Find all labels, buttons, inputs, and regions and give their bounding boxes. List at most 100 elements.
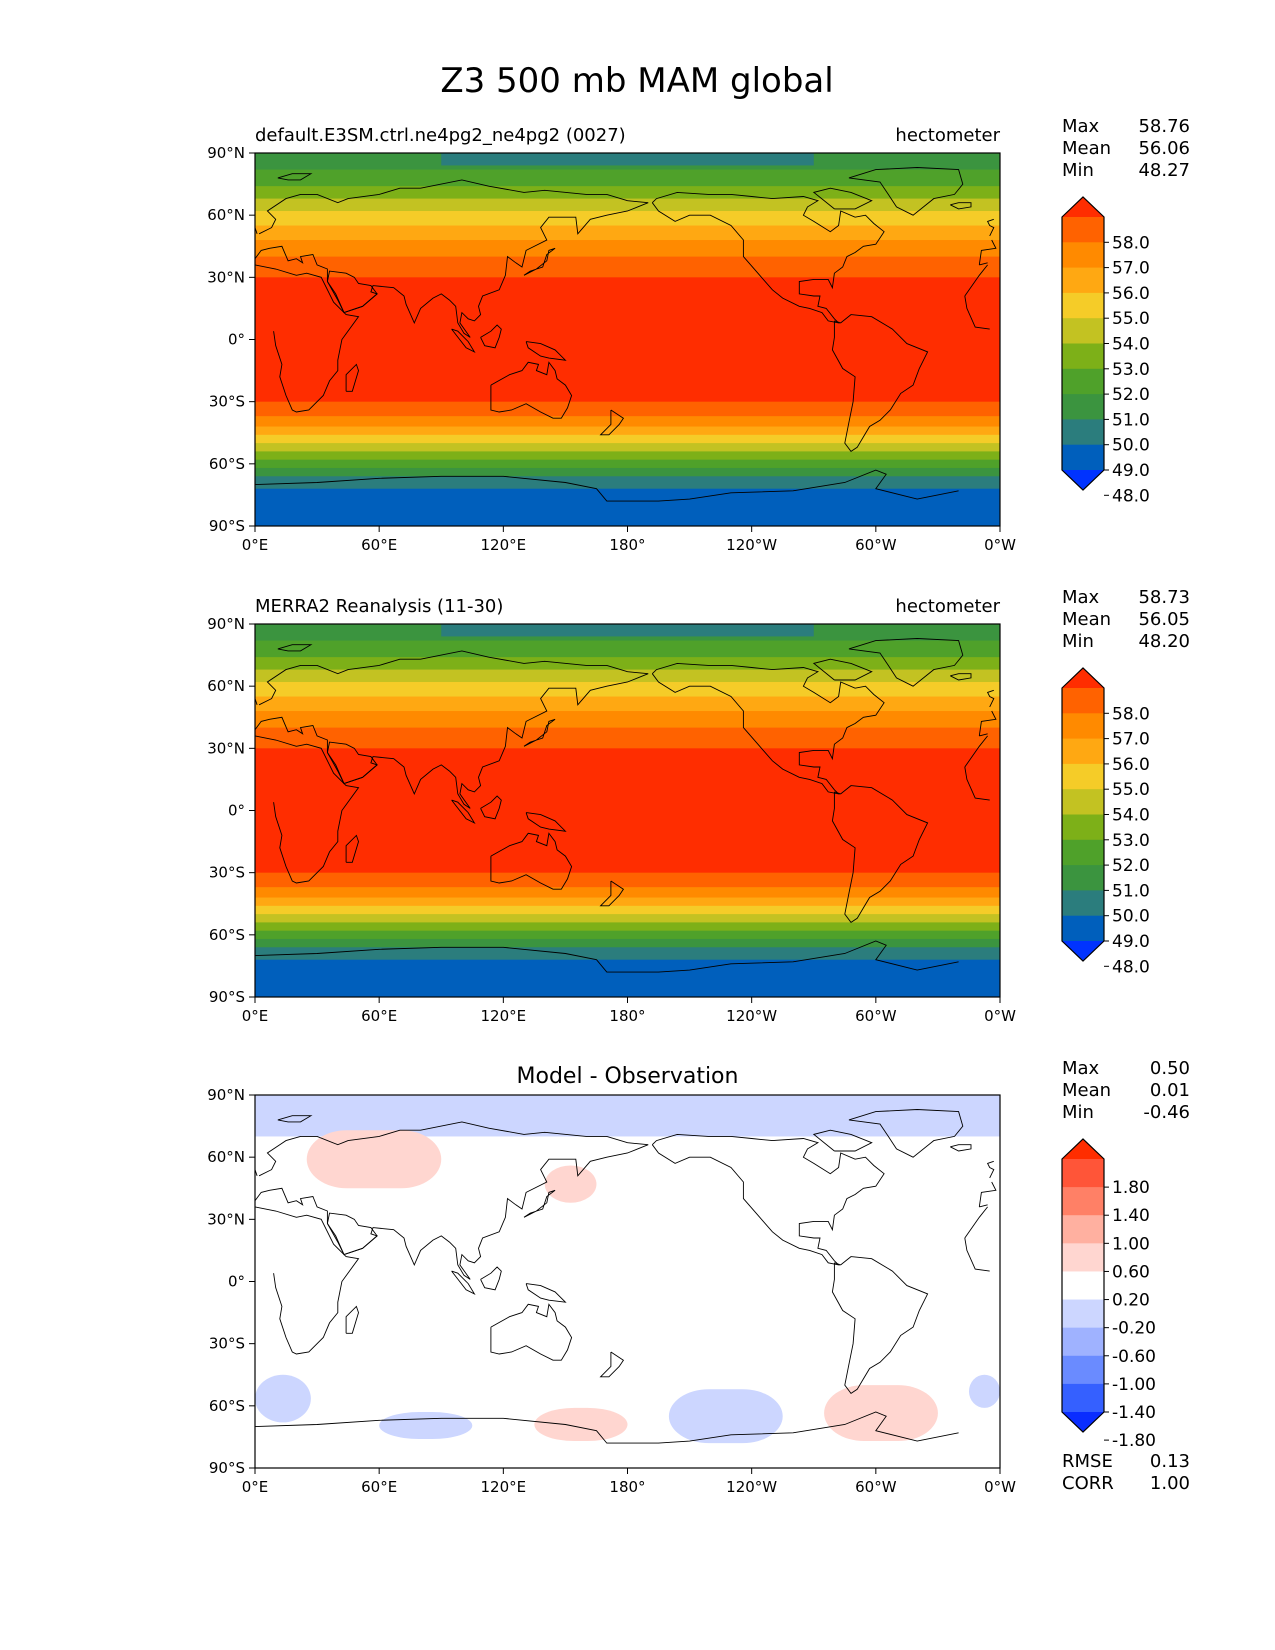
y-tick-label: 30°N [207, 1210, 245, 1228]
map-axes: 0°E 60°E 120°E 180° 120°W 60°W 0°W 90°N 60°N 30°N… [207, 1086, 1016, 1496]
contour-band [255, 810, 1000, 874]
coastline-britain [986, 689, 995, 708]
coastline-africa [964, 295, 990, 330]
colorbar-tick-label: 53.0 [1112, 360, 1150, 380]
coastline-africa [964, 264, 988, 297]
y-tick-label: 60°S [209, 1397, 245, 1415]
coastline-antarctica [255, 469, 959, 502]
colorbar-tick-label: 54.0 [1112, 335, 1150, 355]
stat-value: -0.46 [1143, 1102, 1190, 1123]
x-tick-label: 60°W [855, 1007, 897, 1025]
contour-band [255, 277, 1000, 340]
map-axes: 0°E 60°E 120°E 180° 120°W 60°W 0°W 90°N 60°N 30°N… [207, 615, 1016, 1025]
coastline-eurasia [978, 710, 997, 736]
coastline-eurasia [978, 1181, 997, 1207]
panel-title: default.E3SM.ctrl.ne4pg2_ne4pg2 (0027) [255, 125, 626, 146]
panel-title: Model - Observation [517, 1064, 739, 1089]
stat-value: 0.01 [1150, 1080, 1190, 1101]
contour-band [255, 459, 1000, 469]
x-tick-label: 120°E [481, 536, 527, 554]
contour-band [441, 153, 814, 166]
colorbar-tick-label: -1.40 [1112, 1403, 1156, 1423]
coastline-eurasia [979, 1204, 988, 1208]
coastline-nz [599, 1351, 625, 1378]
contour-band [255, 169, 1000, 187]
map-panel-2: 0°E 60°E 120°E 180° 120°W 60°W 0°W 90°N 60°N 30°N… [207, 587, 1190, 1025]
coastline-borneo [480, 1266, 502, 1291]
stat-label: Mean [1062, 138, 1111, 159]
colorbar-segment [1062, 915, 1104, 942]
colorbar-segment [1062, 318, 1104, 344]
x-tick-label: 120°W [726, 1478, 777, 1496]
colorbar-extend-min [1062, 1412, 1104, 1432]
contour-band [255, 198, 1000, 212]
contour-band [255, 434, 1000, 444]
y-tick-label: 0° [228, 331, 245, 349]
colorbar-tick-label: -0.60 [1112, 1347, 1156, 1367]
colorbar-tick-label: 1.00 [1112, 1234, 1150, 1254]
contour-band [255, 416, 1000, 428]
colorbar-tick-label: 50.0 [1112, 907, 1150, 927]
contour-band [255, 682, 1000, 698]
contour-band [255, 914, 1000, 923]
x-tick-label: 120°E [481, 1478, 527, 1496]
colorbar-segment [1062, 1187, 1104, 1216]
contour-band [255, 657, 1000, 671]
stat-label: Min [1062, 160, 1094, 181]
colorbar-extend-max [1062, 1139, 1104, 1159]
colorbar-segment [1062, 444, 1104, 471]
contour-band [255, 467, 1000, 477]
anomaly-negative [379, 1412, 473, 1439]
contour-band [255, 256, 1000, 278]
coastline-borneo [480, 324, 502, 349]
coastline-nz [599, 409, 625, 436]
coastline-madagascar [345, 834, 359, 863]
contour-band [255, 211, 1000, 227]
stat-label: Max [1062, 116, 1100, 137]
coastline-eurasia [979, 733, 988, 737]
x-tick-label: 180° [609, 1007, 645, 1025]
x-tick-label: 60°W [855, 536, 897, 554]
stat-value: 48.27 [1138, 160, 1190, 181]
stat-label: Max [1062, 1058, 1100, 1079]
coastline-australia [490, 1303, 573, 1361]
colorbar-tick-label: 51.0 [1112, 410, 1150, 430]
y-tick-label: 30°S [209, 393, 245, 411]
stat-value: 0.50 [1150, 1058, 1190, 1079]
colorbar: 58.0 57.0 56.0 55.0 54.0 53.0 52.0 51.0 50.0 49.0… [1061, 667, 1150, 977]
coastline-arabia [326, 1212, 378, 1256]
coastline-eurasia [255, 1121, 649, 1280]
coastline-eurasia [255, 650, 649, 809]
stat-label: RMSE [1062, 1451, 1113, 1472]
contour-band [255, 186, 1000, 200]
colorbar-tick-label: 0.20 [1112, 1291, 1150, 1311]
map-panel-1: 0°E 60°E 120°E 180° 120°W 60°W 0°W 90°N 60°N 30°N… [207, 116, 1190, 554]
stat-value: 58.76 [1138, 116, 1190, 137]
colorbar-segment [1062, 789, 1104, 815]
coastline-africa [255, 1206, 360, 1355]
colorbar-segment [1062, 688, 1104, 714]
coastline-madagascar [345, 363, 359, 392]
x-tick-label: 180° [609, 1478, 645, 1496]
coastline-iceland [950, 673, 972, 681]
colorbar-tick-label: 58.0 [1112, 233, 1150, 253]
x-tick-label: 60°E [361, 1007, 397, 1025]
x-tick-label: 60°E [361, 536, 397, 554]
colorbar-segment [1062, 217, 1104, 243]
y-tick-label: 60°S [209, 926, 245, 944]
figure-title: Z3 500 mb MAM global [440, 61, 833, 101]
x-tick-label: 0°W [984, 1007, 1016, 1025]
colorbar-segment [1062, 763, 1104, 790]
contour-band [255, 240, 1000, 258]
contour-band [255, 748, 1000, 811]
colorbar-segment [1062, 713, 1104, 740]
colorbar-tick-label: 52.0 [1112, 385, 1150, 405]
colorbar-segment [1062, 1355, 1104, 1385]
map-field [255, 153, 1000, 526]
coastline-africa [964, 766, 990, 801]
stat-value: 1.00 [1150, 1473, 1190, 1494]
stat-value: 0.13 [1150, 1451, 1190, 1472]
coastline-svalbard [277, 1115, 313, 1123]
x-tick-label: 120°W [726, 536, 777, 554]
contour-band [441, 624, 814, 637]
